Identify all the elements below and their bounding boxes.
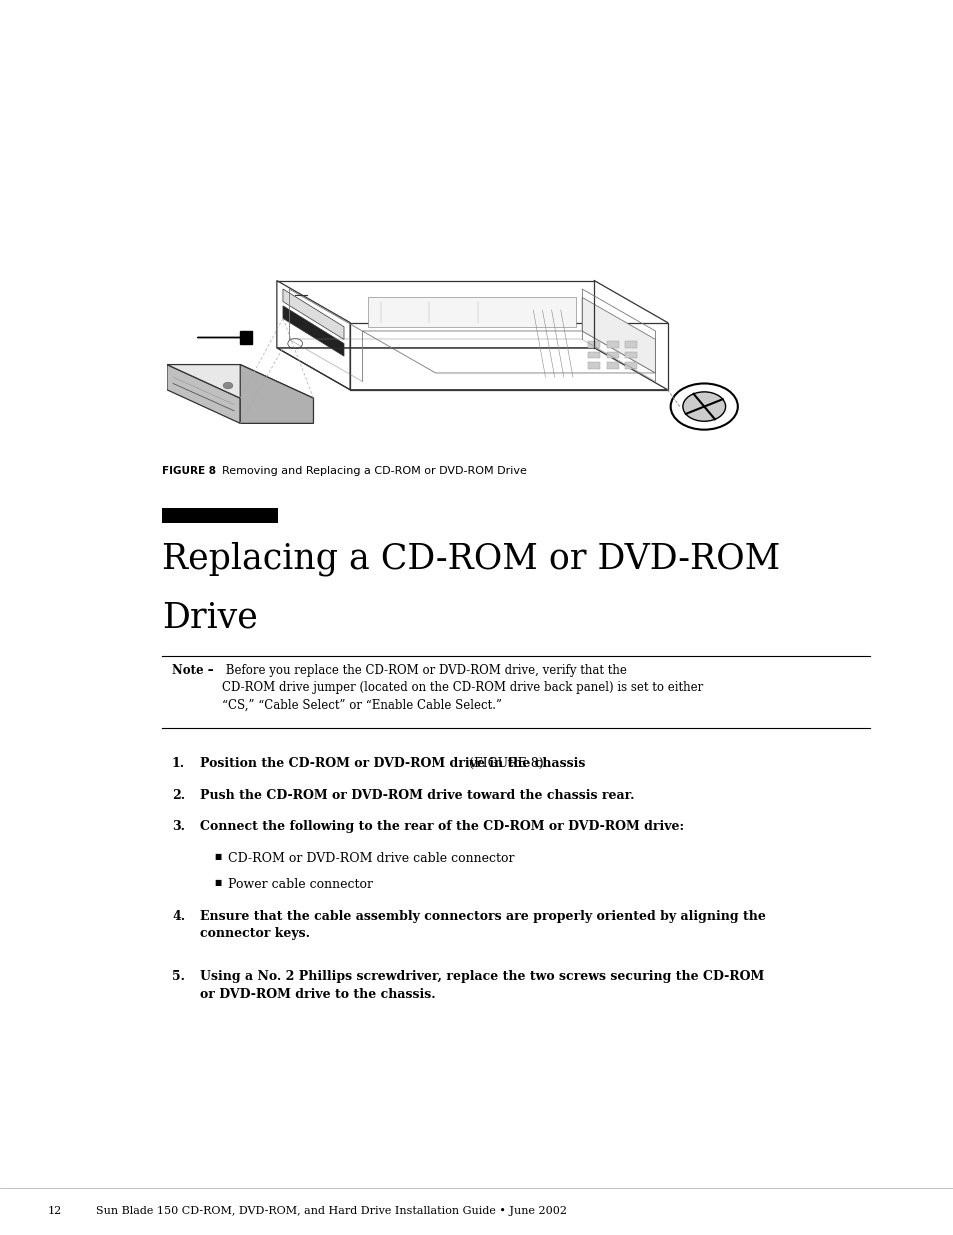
Circle shape (682, 391, 725, 421)
Bar (624, 363, 637, 369)
Bar (588, 342, 599, 348)
Polygon shape (581, 298, 655, 373)
Text: 2.: 2. (172, 789, 185, 802)
Text: CD-ROM or DVD-ROM drive cable connector: CD-ROM or DVD-ROM drive cable connector (228, 852, 514, 864)
Polygon shape (167, 364, 314, 398)
Text: Replacing a CD-ROM or DVD-ROM: Replacing a CD-ROM or DVD-ROM (162, 542, 780, 577)
Bar (588, 363, 599, 369)
Text: ■: ■ (213, 852, 221, 861)
Bar (588, 352, 599, 358)
Text: Push the CD-ROM or DVD-ROM drive toward the chassis rear.: Push the CD-ROM or DVD-ROM drive toward … (200, 789, 634, 802)
Circle shape (223, 382, 233, 389)
Text: Sun Blade 150 CD-ROM, DVD-ROM, and Hard Drive Installation Guide • June 2002: Sun Blade 150 CD-ROM, DVD-ROM, and Hard … (96, 1207, 566, 1216)
Text: Before you replace the CD-ROM or DVD-ROM drive, verify that the
CD-ROM drive jum: Before you replace the CD-ROM or DVD-ROM… (222, 664, 702, 713)
Polygon shape (368, 298, 576, 327)
Polygon shape (197, 331, 253, 343)
Bar (606, 342, 618, 348)
Text: Using a No. 2 Phillips screwdriver, replace the two screws securing the CD-ROM
o: Using a No. 2 Phillips screwdriver, repl… (200, 969, 763, 1000)
Text: 12: 12 (48, 1207, 62, 1216)
Text: Removing and Replacing a CD-ROM or DVD-ROM Drive: Removing and Replacing a CD-ROM or DVD-R… (222, 466, 526, 475)
Polygon shape (283, 306, 344, 356)
Polygon shape (240, 364, 314, 424)
Text: (FIGURE 8).: (FIGURE 8). (465, 757, 547, 769)
Text: ■: ■ (213, 878, 221, 887)
Bar (606, 352, 618, 358)
Text: 4.: 4. (172, 910, 185, 923)
Text: 3.: 3. (172, 820, 185, 832)
Bar (162, 508, 277, 522)
Text: Note –: Note – (172, 664, 213, 677)
Text: FIGURE 8: FIGURE 8 (162, 466, 215, 475)
Polygon shape (283, 289, 344, 340)
Text: 5.: 5. (172, 969, 185, 983)
Bar (624, 342, 637, 348)
Bar (624, 352, 637, 358)
Text: Drive: Drive (162, 600, 257, 634)
Text: Position the CD-ROM or DVD-ROM drive in the chassis: Position the CD-ROM or DVD-ROM drive in … (200, 757, 585, 769)
Text: Power cable connector: Power cable connector (228, 878, 373, 890)
Polygon shape (167, 364, 240, 424)
Text: 1.: 1. (172, 757, 185, 769)
Text: Ensure that the cable assembly connectors are properly oriented by aligning the
: Ensure that the cable assembly connector… (200, 910, 765, 941)
Circle shape (670, 383, 737, 430)
Text: Connect the following to the rear of the CD-ROM or DVD-ROM drive:: Connect the following to the rear of the… (200, 820, 683, 832)
Bar (606, 363, 618, 369)
